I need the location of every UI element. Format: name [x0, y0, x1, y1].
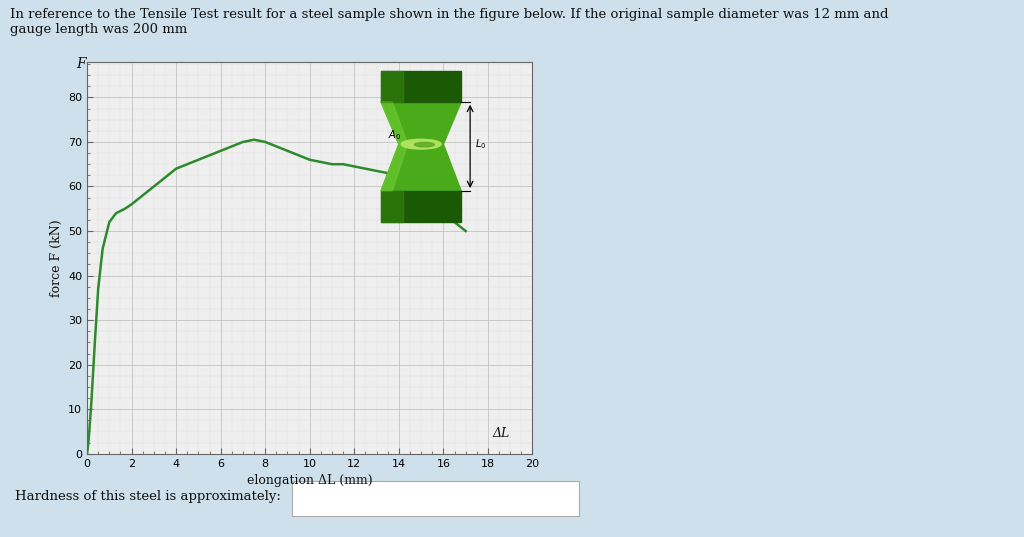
Polygon shape [381, 102, 461, 191]
Text: In reference to the Tensile Test result for a steel sample shown in the figure b: In reference to the Tensile Test result … [10, 8, 889, 36]
Text: $L_0$: $L_0$ [474, 137, 486, 151]
Text: $A_0$: $A_0$ [388, 128, 400, 142]
Text: F: F [76, 57, 86, 71]
Bar [381, 71, 461, 102]
Bar [381, 191, 403, 222]
Text: Hardness of this steel is approximately:: Hardness of this steel is approximately: [15, 490, 282, 503]
X-axis label: elongation ΔL (mm): elongation ΔL (mm) [247, 474, 373, 487]
Y-axis label: force F (kN): force F (kN) [49, 219, 62, 296]
Bar [381, 191, 461, 222]
Ellipse shape [401, 139, 441, 149]
Text: ΔL: ΔL [493, 427, 510, 440]
Ellipse shape [415, 142, 434, 147]
Bar [381, 71, 403, 102]
Polygon shape [381, 102, 408, 191]
